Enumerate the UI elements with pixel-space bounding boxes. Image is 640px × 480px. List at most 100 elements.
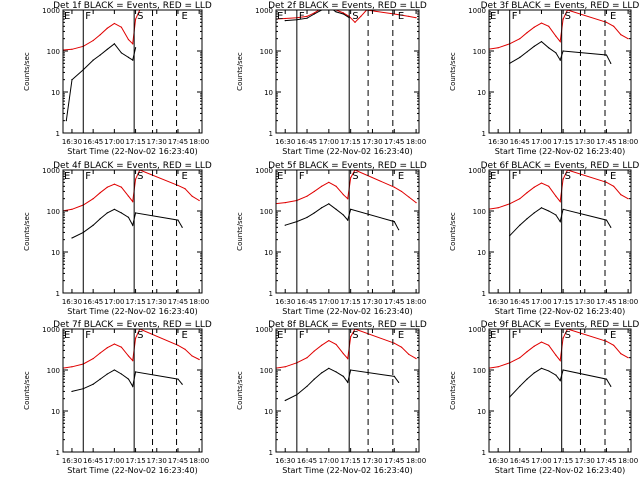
data-point-events [519, 385, 521, 387]
x-tick-label: 16:45 [83, 457, 103, 465]
series-line-events [65, 43, 137, 121]
series-line-lld [489, 170, 629, 210]
time-marker-label: E [610, 11, 616, 22]
data-point-lld [274, 18, 275, 19]
time-marker-label: F [512, 11, 518, 22]
y-tick-label: 1 [56, 449, 60, 457]
data-point-events [548, 370, 550, 372]
x-axis-label: Start Time (22-Nov-02 16:23:40) [282, 466, 412, 475]
data-point-lld [198, 358, 200, 361]
data-point-events [540, 40, 543, 43]
x-axis-label: Start Time (22-Nov-02 16:23:40) [495, 147, 625, 156]
y-tick-label: 100 [260, 367, 273, 375]
y-tick-label: 1 [482, 449, 486, 457]
data-point-lld [134, 337, 137, 339]
data-point-events [562, 50, 564, 52]
time-marker-label: E [610, 171, 616, 182]
time-marker-label: S [137, 330, 143, 341]
data-point-events [519, 224, 521, 226]
data-point-lld [113, 22, 115, 25]
y-tick-label: 100 [473, 208, 486, 216]
data-point-lld [533, 186, 535, 188]
data-point-lld [562, 18, 564, 20]
data-point-lld [605, 21, 608, 23]
time-marker-label: S [137, 171, 143, 182]
data-point-events [555, 214, 557, 216]
data-point-events [533, 372, 535, 374]
panel-title: Det 6f BLACK = Events, RED = LLD [481, 161, 640, 171]
data-point-lld [347, 357, 349, 360]
panel-title: Det 2f BLACK = Events, RED = LLD [268, 1, 427, 11]
data-point-events [342, 214, 344, 216]
data-point-lld [533, 345, 535, 347]
data-point-lld [627, 357, 629, 359]
plot-frame [275, 169, 420, 294]
y-tick-label: 1000 [42, 7, 60, 15]
data-point-events [92, 383, 94, 385]
series-line-lld [63, 329, 200, 369]
data-point-lld [191, 355, 193, 357]
x-tick-label: 17:30 [362, 138, 382, 146]
data-point-events [393, 221, 395, 223]
y-axis-label: Counts/sec [449, 212, 457, 251]
y-tick-label: 10 [264, 89, 273, 97]
x-axis-label: Start Time (22-Nov-02 16:23:40) [282, 147, 412, 156]
data-point-lld [113, 183, 115, 185]
y-axis-label: Counts/sec [23, 212, 31, 251]
data-point-lld [342, 353, 344, 355]
data-point-events [177, 378, 179, 380]
data-point-events [106, 373, 108, 375]
plot-frame [488, 328, 632, 453]
data-point-lld [313, 12, 315, 14]
y-tick-label: 1 [56, 290, 60, 298]
time-marker-label: E [398, 330, 404, 341]
data-point-lld [184, 188, 186, 190]
x-tick-label: 16:45 [510, 457, 530, 465]
data-point-events [342, 375, 344, 377]
data-point-lld [61, 368, 62, 369]
data-point-lld [71, 48, 73, 50]
x-tick-label: 17:15 [125, 457, 145, 465]
y-tick-label: 100 [47, 208, 60, 216]
x-tick-label: 17:00 [104, 138, 124, 146]
time-marker-label: E [490, 330, 496, 341]
x-tick-label: 17:45 [384, 457, 404, 465]
plot-frame [62, 9, 203, 134]
x-tick-label: 17:30 [362, 298, 382, 306]
time-marker-label: E [64, 171, 70, 182]
data-point-lld [120, 186, 123, 188]
plot-frame [488, 9, 632, 134]
data-point-events [71, 390, 73, 393]
data-point-lld [306, 195, 308, 197]
data-point-events [65, 120, 67, 122]
data-point-lld [92, 198, 94, 200]
data-point-events [562, 208, 564, 210]
data-point-lld [540, 341, 543, 343]
series-line-events [285, 203, 400, 230]
data-point-events [134, 212, 137, 214]
data-point-lld [627, 198, 629, 200]
x-tick-label: 18:00 [406, 298, 426, 306]
data-point-lld [61, 50, 62, 51]
x-axis-label: Start Time (22-Nov-02 16:23:40) [495, 307, 625, 316]
data-point-events [555, 52, 557, 54]
data-point-events [533, 45, 535, 47]
data-point-lld [177, 344, 179, 346]
data-point-lld [313, 350, 315, 352]
series-group [276, 329, 417, 402]
data-point-lld [284, 366, 286, 368]
x-tick-label: 17:45 [168, 457, 188, 465]
data-point-lld [555, 195, 557, 197]
data-point-lld [354, 21, 356, 23]
time-marker-label: S [565, 330, 571, 341]
time-marker-label: E [277, 171, 283, 182]
data-point-events [120, 373, 123, 375]
time-marker-label: E [610, 330, 616, 341]
time-marker-label: S [565, 171, 571, 182]
data-point-lld [555, 354, 557, 356]
panel-title: Det 8f BLACK = Events, RED = LLD [268, 320, 427, 330]
plot-frame [275, 9, 420, 134]
series-line-events [509, 367, 612, 398]
data-point-lld [113, 343, 115, 345]
